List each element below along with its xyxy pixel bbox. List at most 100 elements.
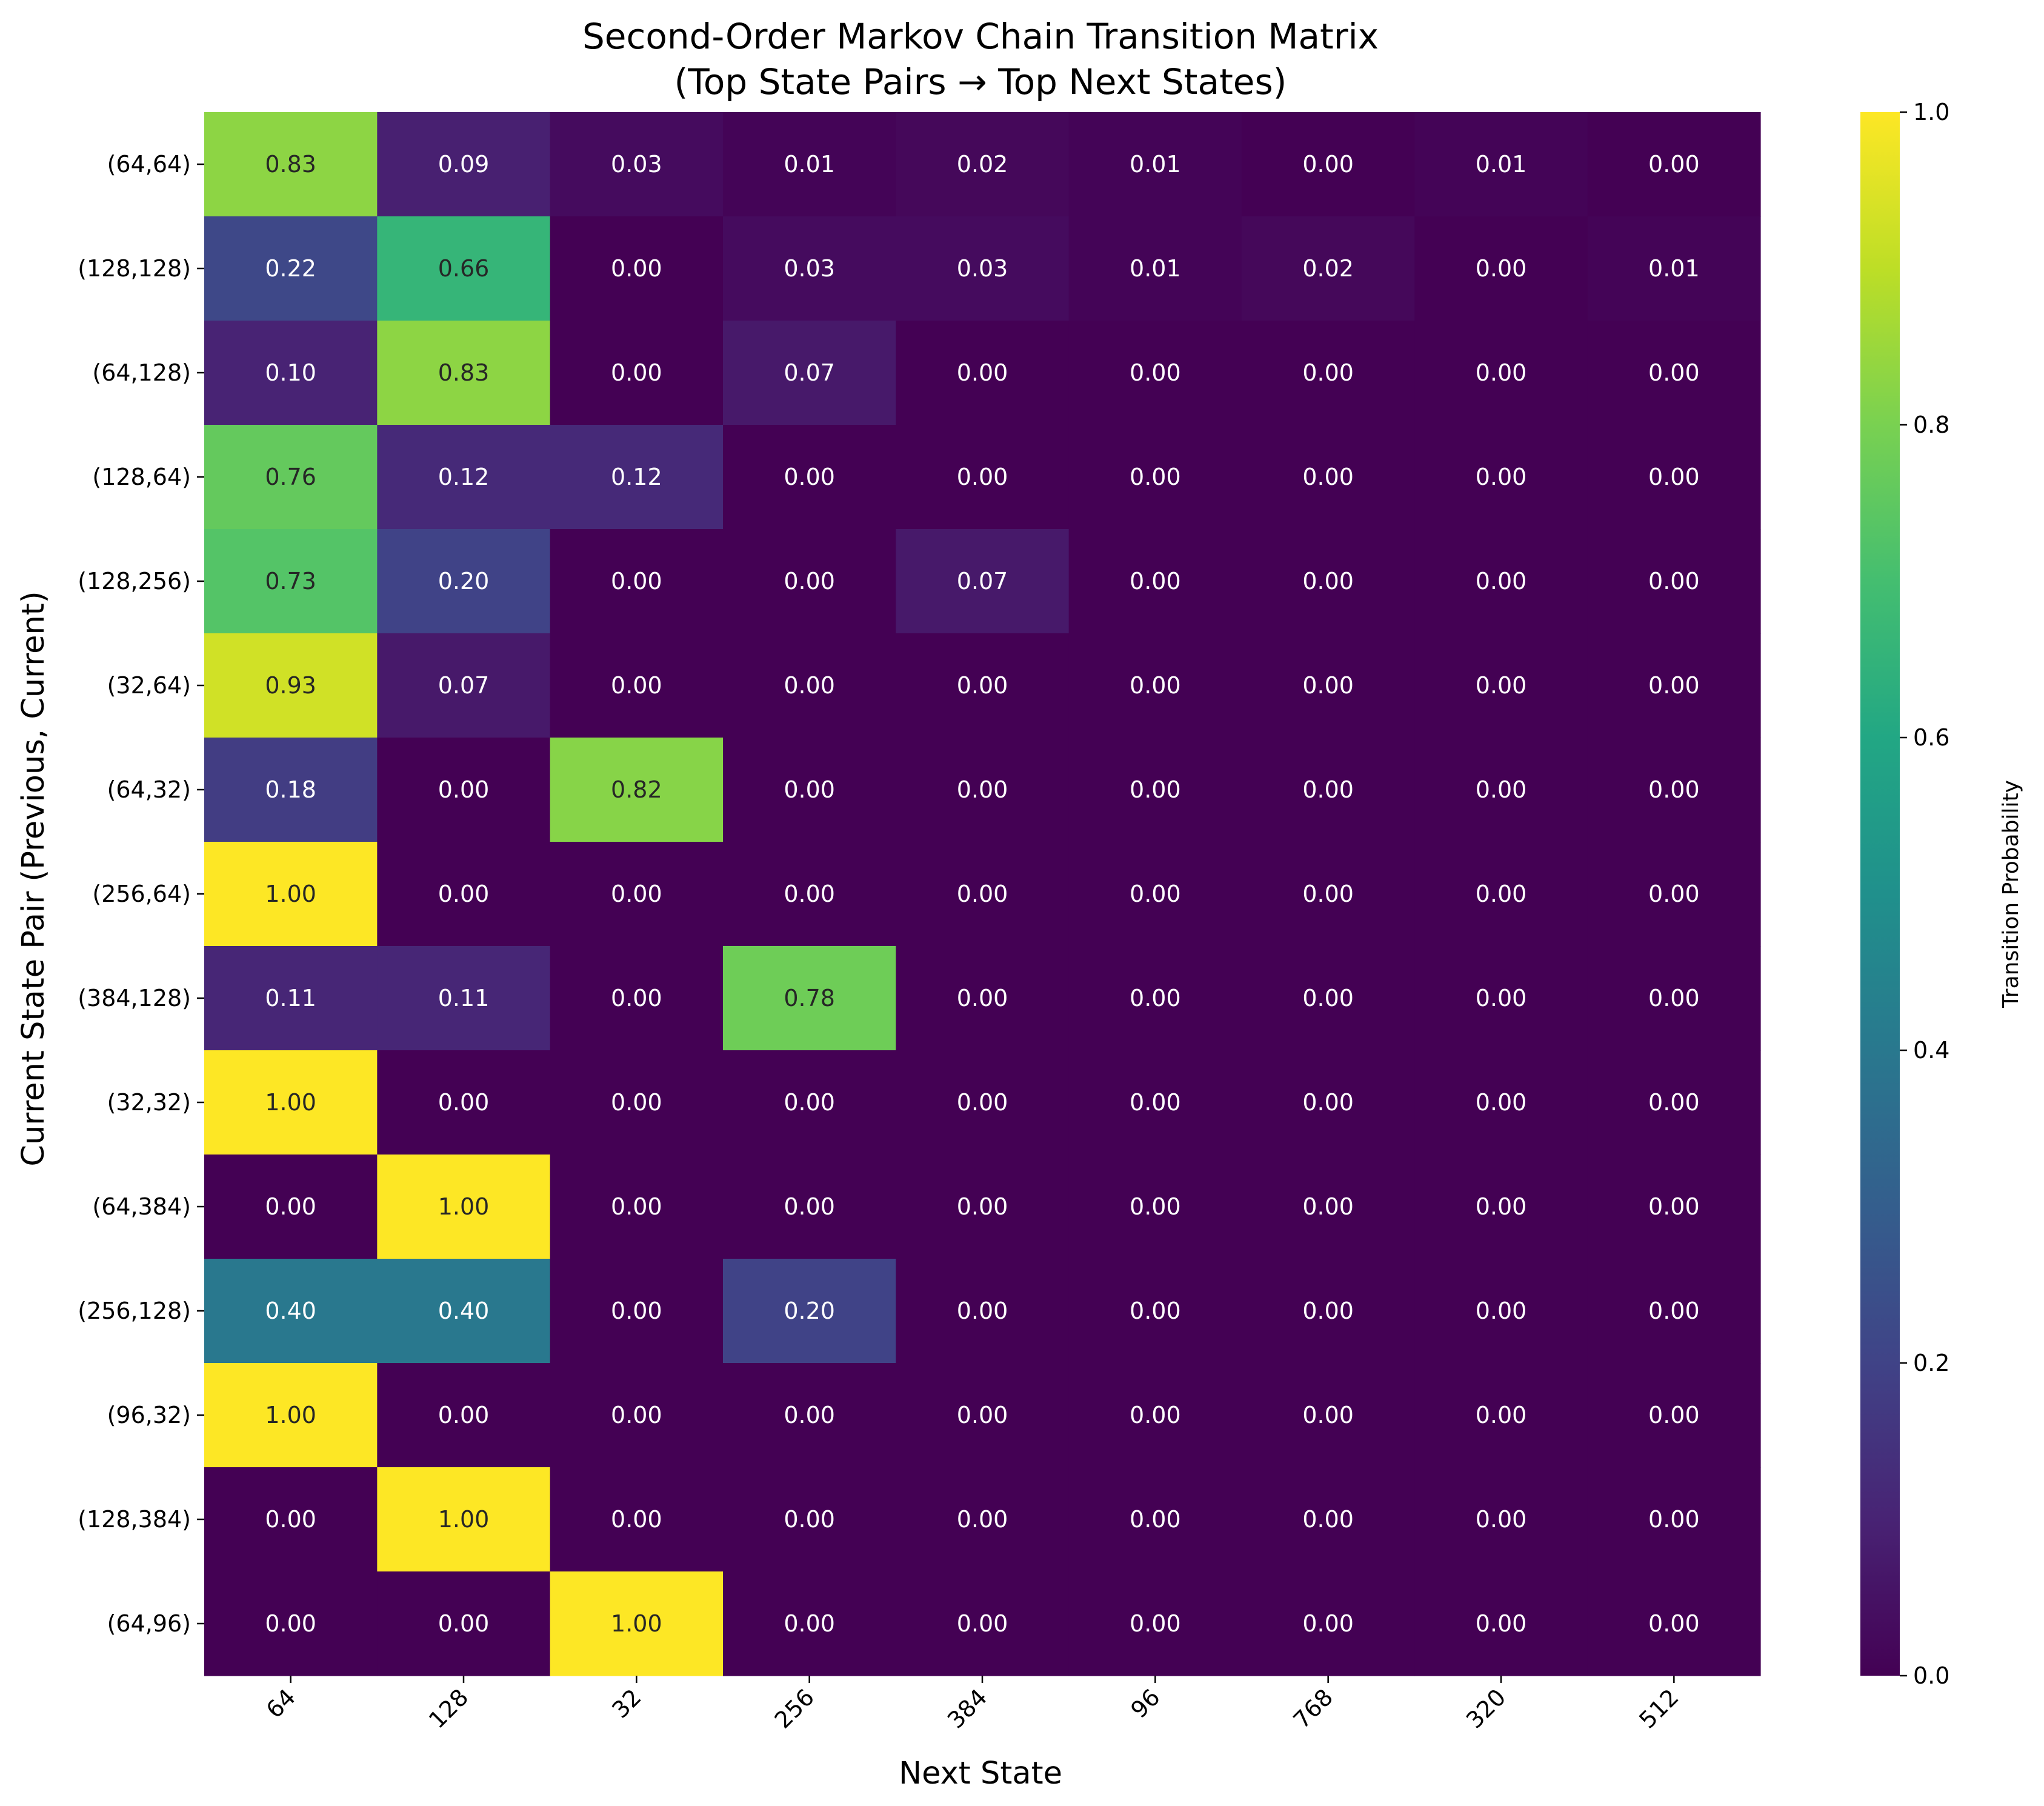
- heatmap-cell: [896, 1363, 1070, 1468]
- cell-value-label: 0.01: [1130, 255, 1181, 282]
- cell-value-label: 0.03: [611, 151, 662, 178]
- heatmap-cell: [1587, 529, 1761, 634]
- cell-value-label: 0.00: [784, 1402, 835, 1428]
- cell-value-label: 0.01: [784, 151, 835, 178]
- heatmap-cell: [1587, 1155, 1761, 1259]
- heatmap-cell: [1414, 321, 1588, 425]
- heatmap-cell: [1414, 946, 1588, 1051]
- y-tick-label: (32,64): [107, 672, 191, 699]
- heatmap-cell: [377, 842, 551, 947]
- chart-title: Second-Order Markov Chain Transition Mat…: [582, 16, 1379, 57]
- heatmap-cell: [896, 112, 1070, 217]
- cell-value-label: 0.00: [1302, 151, 1354, 178]
- cell-value-label: 0.07: [784, 359, 835, 386]
- cell-value-label: 0.00: [611, 1402, 662, 1428]
- heatmap-cell: [896, 1467, 1070, 1572]
- heatmap-cell: [723, 633, 896, 738]
- heatmap-cell: [1414, 1155, 1588, 1259]
- cell-value-label: 0.00: [1648, 1402, 1700, 1428]
- cell-value-label: 0.00: [1476, 464, 1527, 490]
- heatmap-cell: [1068, 425, 1242, 530]
- cell-value-label: 0.00: [957, 881, 1008, 907]
- heatmap-cell: [204, 1363, 378, 1468]
- x-axis-label: Next State: [899, 1756, 1062, 1791]
- cell-value-label: 0.00: [1476, 672, 1527, 699]
- heatmap-cell: [723, 1571, 896, 1676]
- y-tick-label: (64,128): [92, 359, 191, 386]
- cell-value-label: 0.12: [438, 464, 490, 490]
- heatmap-cell: [377, 425, 551, 530]
- heatmap-cell: [550, 112, 724, 217]
- cell-value-label: 0.00: [1476, 985, 1527, 1011]
- heatmap-cell: [550, 1363, 724, 1468]
- heatmap-cell: [1414, 425, 1588, 530]
- heatmap-cell-labels: 0.83 0.09 0.03 0.01 0.02 0.01 0.00 0.01 0.00 0.22…: [265, 151, 1699, 1637]
- y-axis-label: Current State Pair (Previous, Current): [16, 591, 52, 1166]
- heatmap-cell: [1242, 529, 1415, 634]
- heatmap-cell: [1068, 529, 1242, 634]
- heatmap-cell: [550, 425, 724, 530]
- heatmap-cell: [896, 425, 1070, 530]
- cell-value-label: 0.00: [1648, 1193, 1700, 1220]
- cell-value-label: 0.20: [784, 1298, 835, 1324]
- cell-value-label: 0.00: [957, 985, 1008, 1011]
- cell-value-label: 0.09: [438, 151, 490, 178]
- cell-value-label: 0.07: [438, 672, 490, 699]
- cell-value-label: 0.00: [1130, 881, 1181, 907]
- heatmap-cell: [1414, 529, 1588, 634]
- cell-value-label: 0.00: [1130, 359, 1181, 386]
- cell-value-label: 0.00: [1130, 1506, 1181, 1533]
- cell-value-label: 0.00: [438, 1610, 490, 1637]
- heatmap-cell: [723, 425, 896, 530]
- x-tick-label: 32: [607, 1684, 646, 1723]
- cell-value-label: 0.00: [611, 359, 662, 386]
- heatmap-cell: [723, 1363, 896, 1468]
- cell-value-label: 0.00: [1130, 985, 1181, 1011]
- heatmap-cell: [204, 321, 378, 425]
- cell-value-label: 0.00: [1302, 1610, 1354, 1637]
- y-tick-label: (128,256): [78, 568, 191, 595]
- heatmap-cell: [550, 1050, 724, 1155]
- heatmap-cell: [1414, 112, 1588, 217]
- cell-value-label: 0.00: [957, 776, 1008, 803]
- colorbar-tick-label: 0.4: [1913, 1037, 1949, 1064]
- y-tick-label: (32,32): [107, 1089, 191, 1116]
- heatmap-cell: [896, 1155, 1070, 1259]
- cell-value-label: 0.00: [1648, 568, 1700, 595]
- cell-value-label: 0.00: [957, 1610, 1008, 1637]
- cell-value-label: 0.00: [1648, 1298, 1700, 1324]
- y-tick-label: (64,64): [107, 151, 191, 178]
- cell-value-label: 0.03: [784, 255, 835, 282]
- y-tick-label: (256,128): [78, 1298, 191, 1324]
- cell-value-label: 0.01: [1648, 255, 1700, 282]
- x-tick-label: 64: [261, 1684, 301, 1723]
- cell-value-label: 0.00: [1476, 1298, 1527, 1324]
- cell-value-label: 0.00: [265, 1506, 316, 1533]
- cell-value-label: 0.00: [1302, 985, 1354, 1011]
- heatmap-cell: [896, 738, 1070, 842]
- heatmap-cell: [1587, 1050, 1761, 1155]
- y-tick-label: (128,384): [78, 1506, 191, 1533]
- heatmap-cell: [204, 738, 378, 842]
- cell-value-label: 0.00: [1130, 1089, 1181, 1116]
- cell-value-label: 0.00: [784, 776, 835, 803]
- colorbar-ticks: 0.0 0.2 0.4 0.6 0.8 1.0: [1900, 99, 1949, 1689]
- heatmap-cell: [1587, 1363, 1761, 1468]
- heatmap-cell: [1242, 321, 1415, 425]
- cell-value-label: 0.02: [957, 151, 1008, 178]
- cell-value-label: 0.00: [1130, 776, 1181, 803]
- x-tick-label: 320: [1461, 1684, 1511, 1733]
- cell-value-label: 0.00: [1648, 1610, 1700, 1637]
- heatmap-cell: [1242, 633, 1415, 738]
- heatmap-cell: [550, 1259, 724, 1364]
- heatmap-cell: [1242, 1363, 1415, 1468]
- cell-value-label: 0.00: [1130, 1402, 1181, 1428]
- x-tick-label: 256: [770, 1684, 819, 1733]
- heatmap-cell: [1242, 216, 1415, 321]
- cell-value-label: 0.00: [1648, 672, 1700, 699]
- heatmap-cell: [1587, 112, 1761, 217]
- cell-value-label: 0.20: [438, 568, 490, 595]
- cell-value-label: 0.00: [784, 1610, 835, 1637]
- y-axis-ticks: (64,64) (128,128) (64,128) (128,64) (128,256…: [78, 151, 204, 1637]
- colorbar-tick-label: 0.2: [1913, 1350, 1949, 1376]
